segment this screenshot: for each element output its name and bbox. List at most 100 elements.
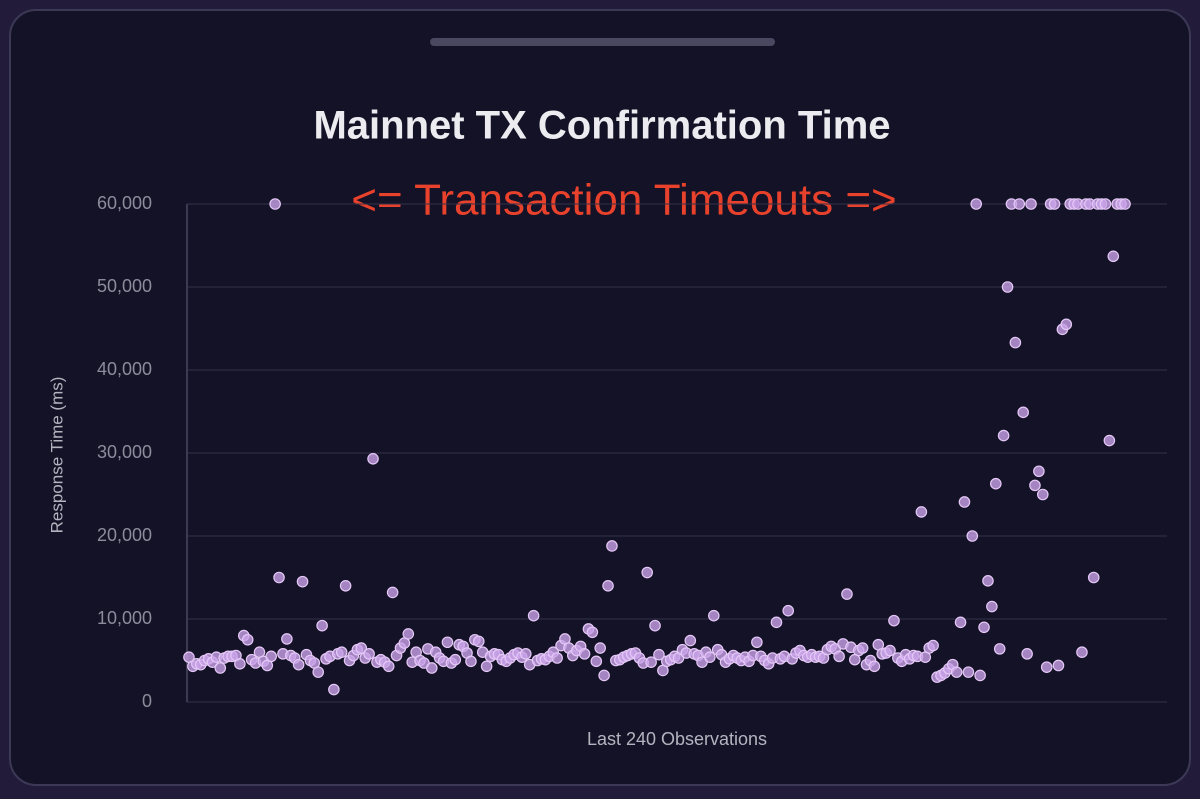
point: [782, 604, 795, 617]
point: [997, 429, 1010, 442]
point: [296, 575, 309, 588]
point: [989, 477, 1002, 490]
point: [265, 650, 278, 663]
point: [594, 642, 607, 654]
y-tick-label: 50,000: [97, 276, 152, 296]
point: [1087, 571, 1100, 584]
point: [966, 530, 979, 542]
point: [927, 639, 939, 652]
point: [355, 642, 368, 654]
point: [292, 658, 305, 671]
point: [751, 636, 763, 649]
point: [273, 571, 285, 584]
x-axis-label: Last 240 Observations: [587, 729, 767, 749]
point: [649, 619, 661, 632]
point: [590, 655, 603, 668]
point: [328, 683, 340, 696]
point: [519, 648, 532, 660]
point: [578, 648, 591, 660]
chart-title: Mainnet TX Confirmation Time: [313, 104, 890, 148]
point: [915, 506, 928, 518]
point: [1052, 659, 1065, 672]
point: [586, 626, 599, 639]
point: [1025, 198, 1037, 210]
point: [1048, 198, 1061, 210]
point: [833, 650, 845, 663]
point: [1060, 318, 1073, 331]
point: [281, 633, 293, 645]
annotation: <= Transaction Timeouts =>: [351, 176, 896, 225]
point: [335, 646, 348, 658]
point: [1017, 406, 1030, 419]
point: [1040, 661, 1053, 673]
point: [312, 666, 325, 678]
point: [884, 644, 896, 657]
y-tick-label: 30,000: [97, 442, 152, 462]
point: [472, 635, 485, 648]
point: [1013, 198, 1026, 210]
point: [1033, 465, 1045, 478]
point: [402, 628, 415, 640]
point: [707, 609, 720, 622]
point: [339, 579, 352, 592]
point: [214, 662, 227, 674]
point: [234, 658, 246, 670]
point: [770, 616, 783, 629]
point: [1001, 281, 1014, 293]
point: [1119, 198, 1131, 210]
y-tick-label: 0: [142, 691, 152, 711]
point: [363, 648, 375, 660]
point: [986, 600, 998, 613]
point: [441, 636, 454, 649]
point: [974, 669, 986, 682]
point: [950, 666, 963, 678]
point: [551, 652, 563, 664]
point: [1099, 198, 1112, 210]
point: [527, 609, 540, 622]
point: [480, 660, 493, 673]
point: [978, 621, 990, 634]
point: [1029, 479, 1041, 492]
point: [602, 579, 614, 592]
point: [982, 575, 994, 587]
point: [367, 453, 379, 465]
point: [316, 619, 328, 632]
point: [269, 198, 281, 210]
point: [653, 648, 665, 661]
point: [465, 655, 477, 668]
point: [645, 656, 657, 668]
point: [641, 566, 654, 579]
point: [888, 614, 900, 627]
point: [868, 660, 881, 673]
point: [958, 496, 971, 508]
point: [684, 634, 697, 647]
point: [598, 669, 610, 682]
drag-handle: [430, 38, 775, 46]
point: [970, 198, 983, 210]
point: [1107, 250, 1120, 263]
y-tick-label: 40,000: [97, 359, 152, 379]
point: [993, 643, 1006, 655]
point: [704, 651, 716, 663]
y-axis-label: Response Time (ms): [47, 377, 66, 534]
point: [954, 616, 967, 629]
point: [241, 633, 254, 646]
point: [382, 660, 395, 673]
point: [386, 586, 399, 599]
point: [1103, 434, 1116, 447]
point: [425, 662, 438, 674]
point: [606, 540, 618, 552]
point: [962, 666, 975, 678]
point: [1036, 488, 1049, 501]
point: [1076, 646, 1088, 658]
point: [841, 588, 853, 600]
y-tick-label: 10,000: [97, 608, 152, 628]
point: [856, 642, 869, 654]
y-tick-label: 20,000: [97, 525, 152, 545]
point: [449, 653, 462, 666]
point: [1021, 648, 1033, 660]
y-tick-label: 60,000: [97, 193, 152, 213]
point: [1009, 336, 1022, 349]
